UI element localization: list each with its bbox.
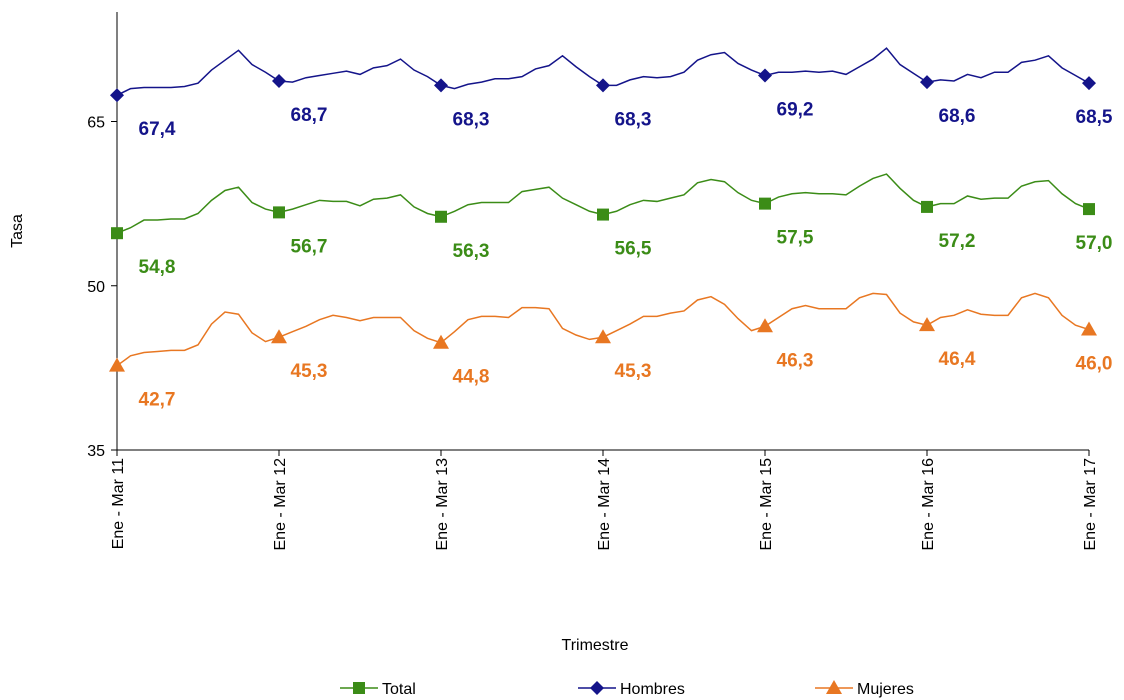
- data-label: 56,5: [615, 239, 652, 260]
- data-point: [110, 88, 124, 103]
- y-axis-title: Tasa: [9, 214, 26, 248]
- legend-marker: [353, 682, 365, 694]
- data-point: [1082, 76, 1096, 91]
- series-line: [116, 173, 1090, 234]
- data-label: 46,3: [777, 350, 814, 371]
- data-point: [596, 78, 610, 93]
- data-label: 68,5: [1076, 107, 1113, 128]
- data-point: [272, 73, 286, 88]
- data-point: [109, 357, 125, 372]
- data-label: 68,3: [615, 109, 652, 130]
- data-point: [921, 200, 933, 213]
- data-label: 68,7: [291, 105, 328, 126]
- data-point: [434, 78, 448, 93]
- x-tick-label: Ene - Mar 14: [596, 458, 613, 551]
- data-label: 57,2: [939, 231, 976, 252]
- data-point: [273, 206, 285, 219]
- x-tick-label: Ene - Mar 17: [1082, 458, 1099, 551]
- data-point: [433, 334, 449, 349]
- data-point: [1081, 321, 1097, 336]
- data-label: 54,8: [139, 257, 176, 278]
- data-label: 45,3: [615, 361, 652, 382]
- data-label: 45,3: [291, 361, 328, 382]
- data-point: [759, 197, 771, 210]
- data-point: [920, 75, 934, 90]
- x-tick-label: Ene - Mar 13: [434, 458, 451, 551]
- x-tick-label: Ene - Mar 12: [272, 458, 289, 551]
- data-label: 56,3: [453, 241, 490, 262]
- data-point: [595, 329, 611, 344]
- data-label: 68,6: [939, 106, 976, 127]
- data-label: 44,8: [453, 367, 490, 388]
- data-label: 57,5: [777, 228, 814, 249]
- data-label: 42,7: [139, 390, 176, 411]
- data-point: [597, 208, 609, 221]
- data-label: 69,2: [777, 100, 814, 121]
- y-tick-label: 65: [87, 115, 105, 132]
- data-point: [271, 329, 287, 344]
- x-tick-label: Ene - Mar 15: [758, 458, 775, 551]
- legend-marker: [826, 680, 842, 694]
- legend-label: Hombres: [620, 681, 685, 698]
- legend-label: Total: [382, 681, 416, 698]
- data-label: 46,4: [939, 349, 976, 370]
- legend-label: Mujeres: [857, 681, 914, 698]
- data-point: [1083, 203, 1095, 216]
- y-tick-label: 35: [87, 443, 105, 460]
- data-label: 56,7: [291, 236, 328, 257]
- legend-marker: [590, 681, 604, 695]
- data-label: 46,0: [1076, 354, 1113, 375]
- x-tick-label: Ene - Mar 16: [920, 458, 937, 551]
- y-tick-label: 50: [87, 279, 105, 296]
- x-axis-title: Trimestre: [562, 637, 629, 654]
- data-point: [919, 317, 935, 332]
- data-point: [758, 68, 772, 83]
- data-label: 67,4: [139, 119, 176, 140]
- data-point: [111, 227, 123, 240]
- data-point: [435, 210, 447, 223]
- data-label: 68,3: [453, 109, 490, 130]
- data-label: 57,0: [1076, 233, 1113, 254]
- x-tick-label: Ene - Mar 11: [110, 458, 127, 549]
- data-point: [757, 318, 773, 333]
